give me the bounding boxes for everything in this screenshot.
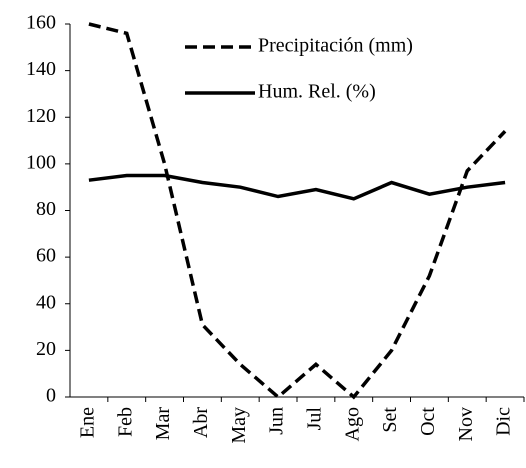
x-tick-label: Jul [304,407,326,431]
x-tick-label: Feb [114,407,136,437]
y-tick-label: 20 [36,338,56,360]
x-tick-label: Ene [77,407,99,438]
y-tick-label: 100 [26,151,56,173]
y-tick-label: 60 [36,245,56,267]
y-tick-label: 40 [36,291,56,313]
x-tick-label: Set [379,407,401,433]
series-line [88,22,507,400]
y-tick-label: 80 [36,198,56,220]
legend-label: Hum. Rel. (%) [258,81,376,103]
y-tick-label: 160 [26,12,56,34]
x-tick-label: Nov [455,407,477,441]
x-tick-label: Abr [190,407,212,438]
y-tick-label: 120 [26,105,56,127]
y-tick-label: 140 [26,58,56,80]
x-tick-label: Oct [417,407,439,436]
series-line [88,173,506,201]
y-tick-label: 0 [46,385,56,407]
x-tick-label: Dic [493,407,515,436]
legend-label: Precipitación (mm) [258,35,413,57]
x-tick-label: Ago [341,407,363,441]
x-tick-label: Jun [266,407,288,435]
x-tick-label: May [228,407,250,444]
x-tick-label: Mar [152,407,174,441]
